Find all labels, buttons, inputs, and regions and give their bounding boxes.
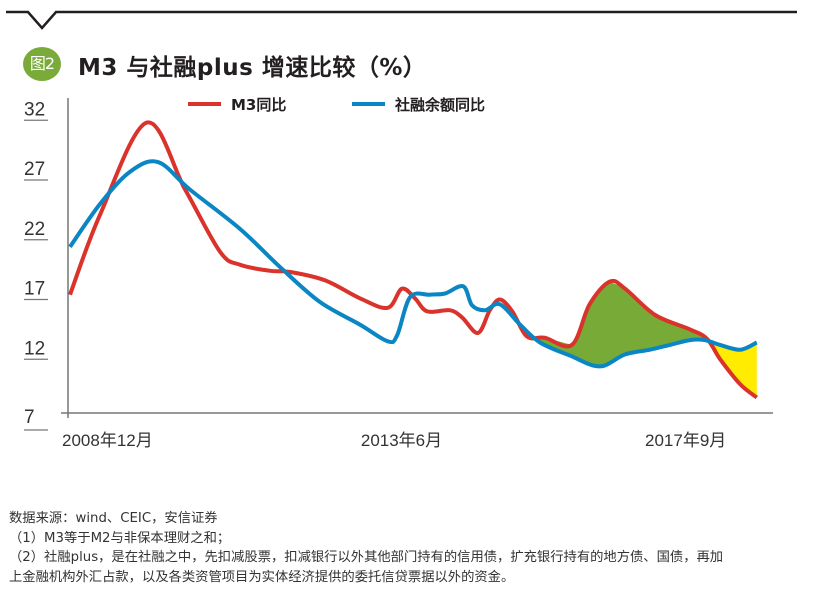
note-2-line-1: （2）社融plus，是在社融之中，先扣减股票，扣减银行以外其他部门持有的信用债，… (9, 550, 724, 565)
series-line-m3 (68, 120, 759, 400)
header-rule (6, 10, 797, 30)
header-rule-line (6, 10, 797, 30)
data-source-note: 数据来源：wind、CEIC，安信证券 (9, 511, 218, 526)
figure-badge: 图2 (23, 47, 61, 81)
legend: M3同比 社融余额同比 (188, 96, 485, 114)
shaded-areas (527, 281, 757, 398)
y-tick-label: 32 (24, 99, 45, 120)
y-tick-label: 7 (24, 407, 35, 428)
x-tick-label: 2008年12月 (62, 431, 153, 450)
legend-label-tsf: 社融余额同比 (394, 96, 485, 114)
legend-label-m3: M3同比 (231, 96, 286, 114)
x-tick-label: 2013年6月 (361, 431, 442, 450)
chart-title: M3 与社融plus 增速比较（%） (78, 55, 427, 81)
note-2-line-2: 上金融机构外汇占款，以及各类资管项目为实体经济提供的委托信贷票据以外的资金。 (9, 569, 515, 585)
note-1: （1）M3等于M2与非保本理财之和； (9, 530, 231, 546)
line-chart: 7 12 17 22 27 32 2008年12月 2013年6月 2017年9月 M3同比 … (24, 96, 773, 450)
chart-notes: 数据来源：wind、CEIC，安信证券 （1）M3等于M2与非保本理财之和； （… (9, 509, 809, 587)
y-tick-label: 27 (24, 159, 45, 180)
series-lines (68, 120, 759, 400)
y-tick-label: 22 (24, 219, 45, 240)
y-tick-label: 12 (24, 338, 45, 359)
x-tick-label: 2017年9月 (645, 431, 726, 450)
y-ticks: 7 12 17 22 27 32 (24, 99, 48, 431)
series-line-tsf (68, 159, 758, 369)
y-tick-label: 17 (24, 279, 45, 300)
axes (61, 98, 773, 418)
x-ticks: 2008年12月 2013年6月 2017年9月 (62, 431, 726, 450)
shaded-area-m3-above (527, 281, 705, 366)
